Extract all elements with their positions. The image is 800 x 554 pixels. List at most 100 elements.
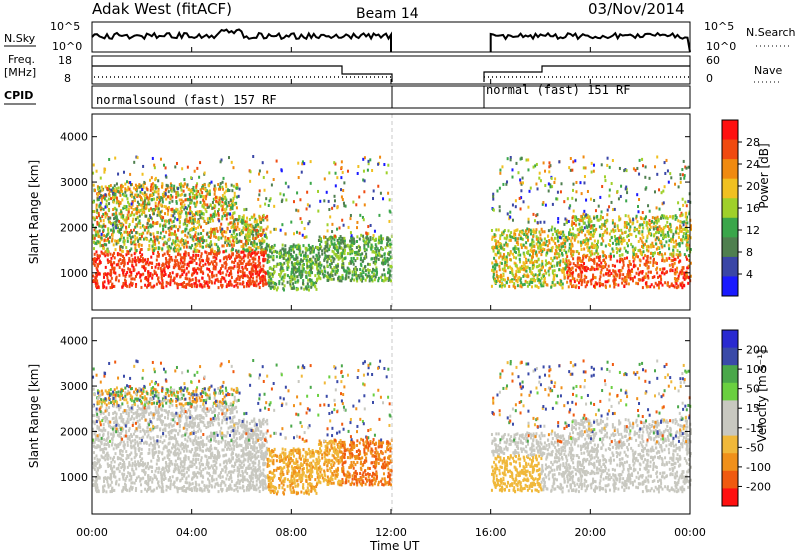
power-cell xyxy=(183,203,186,207)
power-cell xyxy=(656,215,659,219)
power-cell xyxy=(681,281,684,285)
power-cell xyxy=(233,236,236,240)
power-cell xyxy=(212,212,215,216)
power-cell xyxy=(374,262,377,266)
power-cell xyxy=(362,157,365,161)
power-cell xyxy=(568,231,571,235)
power-cell xyxy=(384,262,387,266)
power-cell xyxy=(656,221,659,225)
power-cell xyxy=(519,278,522,282)
power-cell xyxy=(271,272,274,276)
power-cell xyxy=(540,238,543,242)
power-cell xyxy=(236,218,239,222)
power-cell xyxy=(165,230,168,234)
power-cell xyxy=(237,270,240,274)
power-cell xyxy=(175,161,178,165)
power-cell xyxy=(568,246,571,250)
power-cell xyxy=(317,209,320,213)
power-cell xyxy=(598,277,601,281)
power-cell xyxy=(250,225,253,229)
power-cell xyxy=(232,229,235,233)
power-cell xyxy=(209,252,212,256)
power-cell xyxy=(170,193,173,197)
power-cell xyxy=(140,247,143,251)
power-cell xyxy=(353,273,356,277)
power-cell xyxy=(602,265,605,269)
power-cell xyxy=(513,277,516,281)
power-cell xyxy=(177,214,180,218)
power-cell xyxy=(117,263,120,267)
power-cell xyxy=(175,195,178,199)
power-cell xyxy=(117,240,120,244)
power-cell xyxy=(333,199,336,203)
power-cell xyxy=(381,273,384,277)
power-cell xyxy=(628,217,631,221)
power-cell xyxy=(198,239,201,243)
power-cell xyxy=(657,275,660,279)
power-cell xyxy=(172,214,175,218)
power-cell xyxy=(221,200,224,204)
power-cell xyxy=(598,263,601,267)
power-cell xyxy=(208,182,211,186)
power-cell xyxy=(491,261,494,265)
power-cell xyxy=(96,208,99,212)
power-cell xyxy=(134,237,137,241)
power-cell xyxy=(190,199,193,203)
power-cell xyxy=(280,277,283,281)
power-cell xyxy=(529,278,532,282)
power-cell xyxy=(154,242,157,246)
power-cell xyxy=(390,279,393,283)
power-cell xyxy=(231,214,234,218)
power-cell xyxy=(257,197,260,201)
power-cell xyxy=(194,256,197,260)
power-cell xyxy=(672,245,675,249)
freq-label: Freq. xyxy=(8,53,35,66)
power-cell xyxy=(229,282,232,286)
power-cell xyxy=(574,268,577,272)
power-cell xyxy=(306,203,309,207)
power-cell xyxy=(606,219,609,223)
power-cell xyxy=(188,280,191,284)
power-cell xyxy=(95,242,98,246)
power-cell xyxy=(111,213,114,217)
power-cell xyxy=(157,280,160,284)
power-cell xyxy=(235,233,238,237)
power-cell xyxy=(336,268,339,272)
power-cell xyxy=(201,285,204,289)
power-cell xyxy=(113,221,116,225)
power-cell xyxy=(227,189,230,193)
power-cell xyxy=(331,242,334,246)
power-cell xyxy=(215,243,218,247)
power-cell xyxy=(592,258,595,262)
power-cell xyxy=(134,207,137,211)
power-cell xyxy=(598,258,601,262)
power-cell xyxy=(290,220,293,224)
power-cell xyxy=(307,259,310,263)
power-cell xyxy=(571,271,574,275)
power-cell xyxy=(178,267,181,271)
power-cell xyxy=(570,252,573,256)
power-cell xyxy=(508,280,511,284)
power-cell xyxy=(556,263,559,267)
power-cell xyxy=(538,250,541,254)
power-cell xyxy=(153,238,156,242)
power-cell xyxy=(669,227,672,231)
power-cell xyxy=(660,243,663,247)
power-cell xyxy=(262,228,265,232)
power-cell xyxy=(557,247,560,251)
power-cell xyxy=(275,264,278,268)
power-cell xyxy=(110,256,113,260)
power-cell xyxy=(626,244,629,248)
power-cell xyxy=(171,195,174,199)
power-cell xyxy=(611,241,614,245)
power-cell xyxy=(295,288,298,292)
power-cell xyxy=(332,245,335,249)
power-cell xyxy=(576,261,579,265)
power-cell xyxy=(92,209,95,213)
power-cell xyxy=(222,207,225,211)
power-cell xyxy=(340,188,343,192)
power-cell xyxy=(243,208,246,212)
power-cell xyxy=(340,279,343,283)
power-cell xyxy=(116,252,119,256)
power-cell xyxy=(531,277,534,281)
